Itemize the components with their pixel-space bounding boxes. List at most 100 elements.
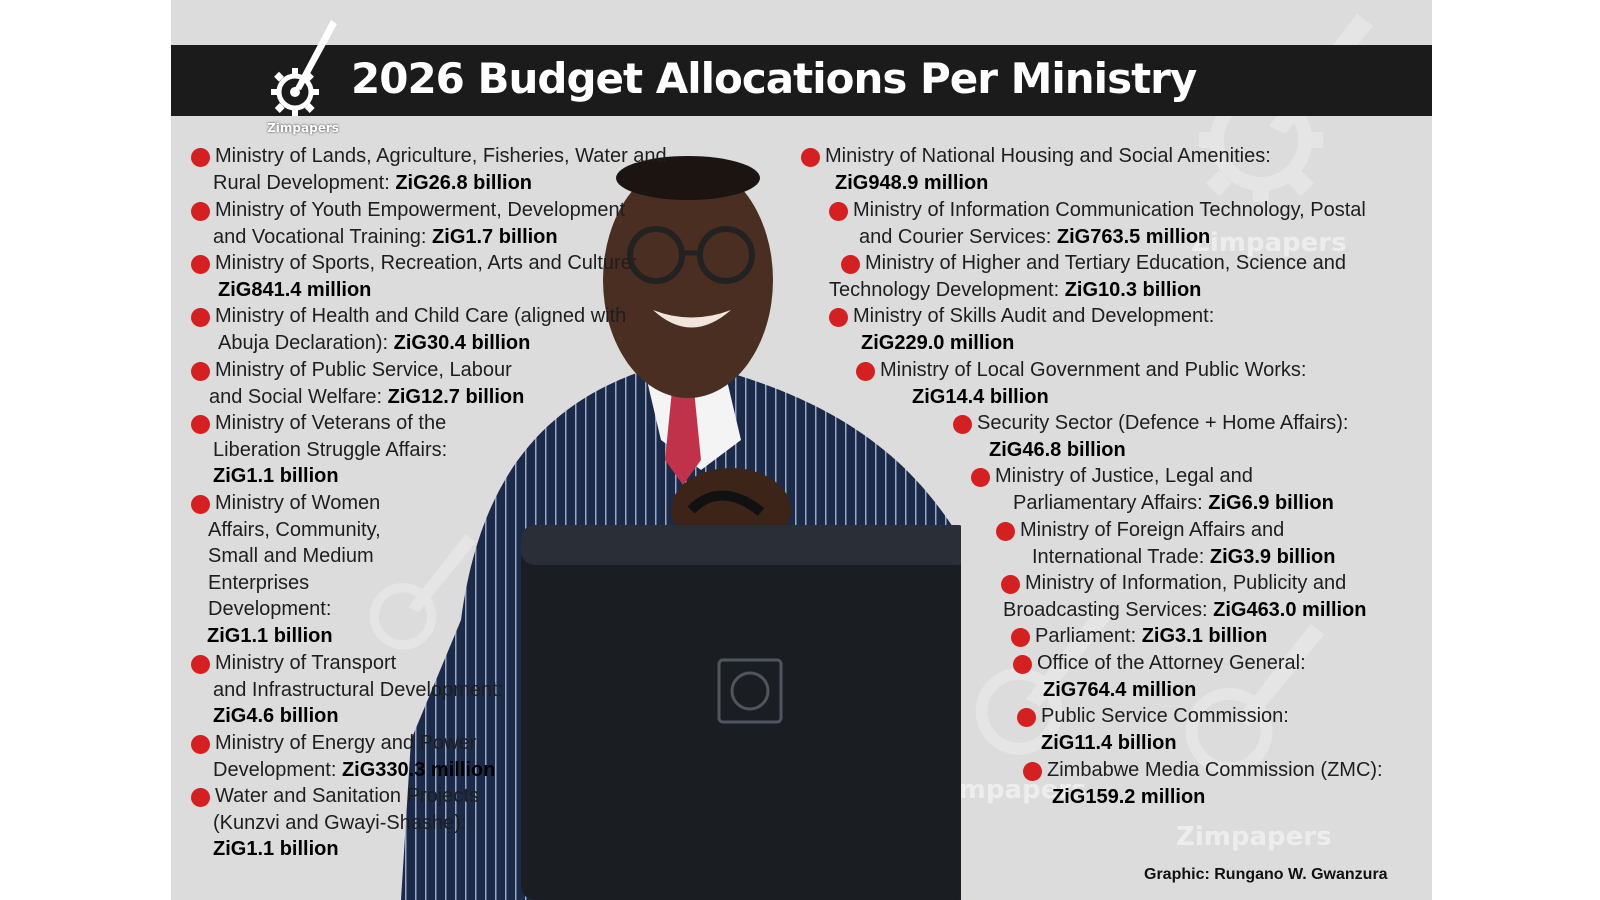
allocation-label: Ministry of Youth Empowerment, Developme… xyxy=(215,199,626,221)
allocation-line: Ministry of Women xyxy=(215,490,380,517)
allocation-line: ZiG4.6 billion xyxy=(213,703,339,730)
allocation-label: Ministry of Local Government and Public … xyxy=(880,359,1307,381)
allocation-label: Affairs, Community, xyxy=(208,518,381,541)
allocation-label: and Social Welfare: xyxy=(209,385,388,408)
allocation-line: Rural Development: ZiG26.8 billion xyxy=(213,170,532,197)
allocation-label: and Courier Services: xyxy=(859,225,1057,248)
bullet-icon xyxy=(829,308,848,327)
bullet-icon xyxy=(1023,762,1042,781)
allocation-amount: ZiG6.9 billion xyxy=(1208,491,1334,514)
allocation-label: Ministry of Information, Publicity and xyxy=(1025,572,1347,594)
allocation-line: Broadcasting Services: ZiG463.0 million xyxy=(1003,597,1367,624)
allocation-label: Liberation Struggle Affairs: xyxy=(213,438,448,461)
allocation-line: ZiG159.2 million xyxy=(1052,784,1205,811)
allocation-line: Water and Sanitation Projects xyxy=(215,783,479,810)
allocation-amount: ZiG1.1 billion xyxy=(213,838,339,861)
allocation-label: Ministry of Information Communication Te… xyxy=(853,199,1366,221)
allocation-line: and Vocational Training: ZiG1.7 billion xyxy=(213,224,558,251)
allocation-label: Ministry of Transport xyxy=(215,652,397,674)
allocation-label: Ministry of Lands, Agriculture, Fisherie… xyxy=(215,145,667,167)
allocation-line: ZiG229.0 million xyxy=(861,330,1014,357)
allocation-line: Ministry of Justice, Legal and xyxy=(995,463,1253,490)
allocation-line: and Infrastructural Development: xyxy=(213,677,503,704)
bullet-icon xyxy=(971,468,990,487)
allocation-line: Ministry of Transport xyxy=(215,650,396,677)
allocation-line: Public Service Commission: xyxy=(1041,703,1289,730)
allocation-line: ZiG1.1 billion xyxy=(213,836,339,863)
allocation-line: Ministry of Sports, Recreation, Arts and… xyxy=(215,250,637,277)
allocation-line: ZiG841.4 million xyxy=(218,277,371,304)
allocation-line: Ministry of Skills Audit and Development… xyxy=(853,303,1214,330)
graphic-credit: Graphic: Rungano W. Gwanzura xyxy=(1144,866,1388,883)
allocation-label: Parliamentary Affairs: xyxy=(1013,491,1209,514)
logo-text: Zimpapers xyxy=(267,121,339,135)
allocation-amount: ZiG763.5 million xyxy=(1056,225,1211,248)
allocation-line: Ministry of National Housing and Social … xyxy=(825,143,1271,170)
allocation-amount: ZiG11.4 billion xyxy=(1041,731,1177,754)
allocation-label: Ministry of Skills Audit and Development… xyxy=(853,305,1215,327)
bullet-icon xyxy=(801,148,820,167)
allocation-line: Development: ZiG330.3 million xyxy=(213,757,495,784)
allocation-amount: ZiG1.7 billion xyxy=(432,225,558,248)
allocation-label: Ministry of Sports, Recreation, Arts and… xyxy=(215,252,638,274)
allocation-line: Ministry of Lands, Agriculture, Fisherie… xyxy=(215,143,667,170)
gear-pen-logo-icon xyxy=(271,20,337,116)
bullet-icon xyxy=(996,522,1015,541)
allocation-line: Ministry of Health and Child Care (align… xyxy=(215,303,626,330)
bullet-icon xyxy=(191,308,210,327)
allocation-line: Ministry of Foreign Affairs and xyxy=(1020,517,1284,544)
allocation-line: Ministry of Youth Empowerment, Developme… xyxy=(215,197,625,224)
allocation-amount: ZiG948.9 million xyxy=(835,171,989,194)
allocation-line: ZiG14.4 billion xyxy=(912,384,1049,411)
bullet-icon xyxy=(191,735,210,754)
allocation-line: Ministry of Public Service, Labour xyxy=(215,357,512,384)
allocation-label: Development: xyxy=(208,598,332,621)
allocation-label: Small and Medium xyxy=(208,545,374,568)
allocation-line: ZiG948.9 million xyxy=(835,170,988,197)
allocation-label: Ministry of Veterans of the xyxy=(215,412,447,434)
bullet-icon xyxy=(191,495,210,514)
allocation-line: Ministry of Local Government and Public … xyxy=(880,357,1306,384)
allocation-amount: ZiG1.1 billion xyxy=(207,625,333,647)
allocation-amount: ZiG46.8 billion xyxy=(989,438,1126,461)
allocation-line: Security Sector (Defence + Home Affairs)… xyxy=(977,410,1348,437)
allocation-label: Zimbabwe Media Commission (ZMC): xyxy=(1047,759,1383,781)
allocation-label: Ministry of National Housing and Social … xyxy=(825,145,1271,167)
bullet-icon xyxy=(191,202,210,221)
allocation-line: ZiG1.1 billion xyxy=(207,623,333,650)
allocation-label: International Trade: xyxy=(1032,545,1210,568)
minister-photo xyxy=(401,156,961,900)
allocation-label: (Kunzvi and Gwayi-Shashe): xyxy=(213,811,467,834)
allocation-line: Zimbabwe Media Commission (ZMC): xyxy=(1047,757,1383,784)
allocation-line: ZiG11.4 billion xyxy=(1041,730,1177,757)
allocation-line: ZiG1.1 billion xyxy=(213,463,339,490)
allocation-amount: ZiG4.6 billion xyxy=(213,705,339,728)
allocation-line: Ministry of Information Communication Te… xyxy=(853,197,1366,224)
allocation-line: Ministry of Information, Publicity and xyxy=(1025,570,1346,597)
zimpapers-logo: Zimpapers xyxy=(263,18,343,135)
allocation-label: Water and Sanitation Projects xyxy=(215,785,479,807)
allocation-line: Parliament: ZiG3.1 billion xyxy=(1035,623,1267,650)
allocation-line: ZiG764.4 million xyxy=(1043,677,1196,704)
bullet-icon xyxy=(191,788,210,807)
bullet-icon xyxy=(841,255,860,274)
allocation-label: Ministry of Public Service, Labour xyxy=(215,359,512,381)
bullet-icon xyxy=(191,255,210,274)
allocation-label: Abuja Declaration): xyxy=(218,331,394,354)
allocation-line: Office of the Attorney General: xyxy=(1037,650,1306,677)
bullet-icon xyxy=(191,415,210,434)
allocation-label: Ministry of Higher and Tertiary Educatio… xyxy=(865,252,1346,274)
watermark-text: Zimpapers xyxy=(1191,228,1347,258)
allocation-amount: ZiG841.4 million xyxy=(218,278,372,301)
allocation-amount: ZiG26.8 billion xyxy=(395,171,533,194)
allocation-line: ZiG46.8 billion xyxy=(989,437,1126,464)
allocation-amount: ZiG3.1 billion xyxy=(1141,625,1268,647)
allocation-amount: ZiG12.7 billion xyxy=(387,385,525,408)
allocation-line: Technology Development: ZiG10.3 billion xyxy=(829,277,1201,304)
allocation-label: Enterprises xyxy=(208,571,310,594)
bullet-icon xyxy=(1017,708,1036,727)
allocation-label: and Infrastructural Development: xyxy=(213,678,504,701)
allocation-line: and Social Welfare: ZiG12.7 billion xyxy=(209,384,524,411)
bullet-icon xyxy=(191,148,210,167)
allocation-amount: ZiG10.3 billion xyxy=(1064,278,1202,301)
